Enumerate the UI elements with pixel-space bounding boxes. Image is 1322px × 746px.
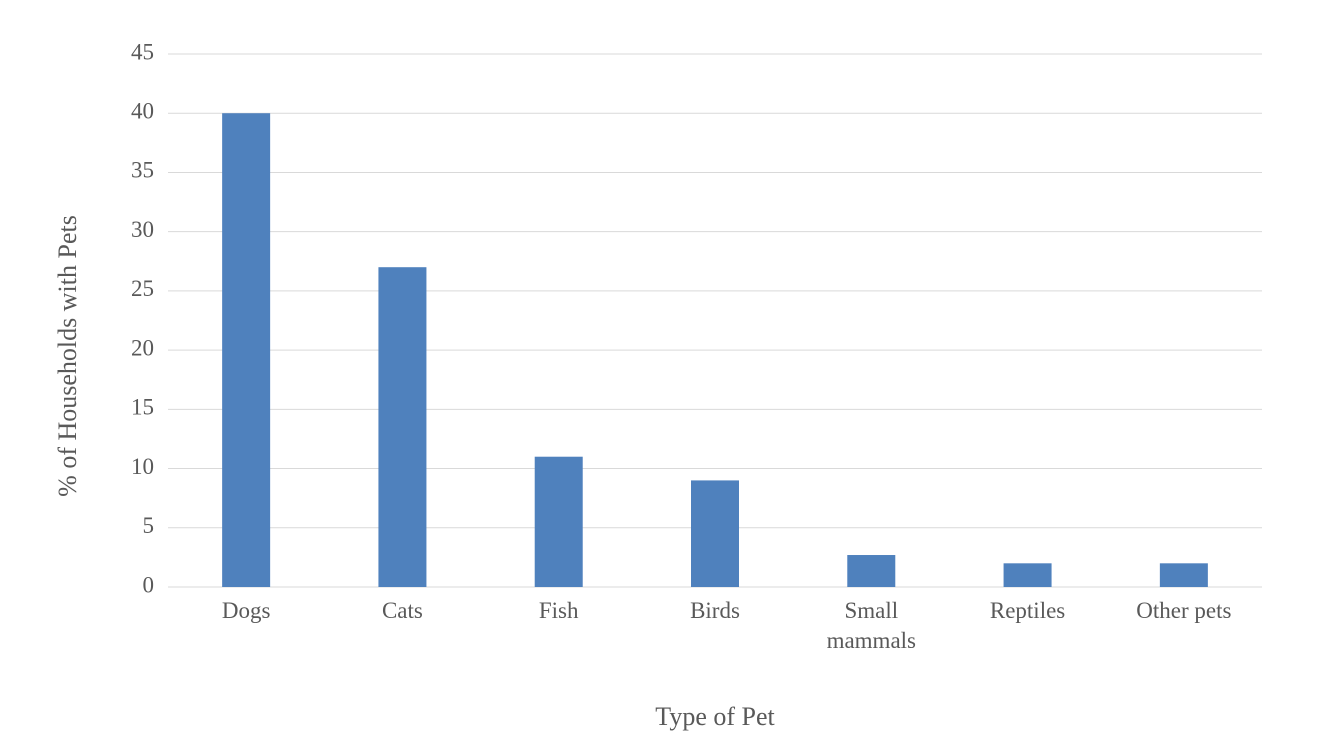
- x-tick-label: Birds: [690, 598, 740, 623]
- bar: [534, 456, 583, 587]
- y-tick-label: 45: [131, 39, 154, 64]
- y-tick-label: 10: [131, 454, 154, 479]
- y-tick-label: 15: [131, 395, 154, 420]
- y-tick-label: 30: [131, 217, 154, 242]
- bar: [847, 555, 896, 587]
- x-tick-label: Small mammals: [826, 598, 916, 653]
- bar: [691, 480, 739, 587]
- x-tick-label: Other pets: [1136, 598, 1232, 623]
- x-axis-label: Type of Pet: [655, 702, 775, 731]
- x-tick-label: Cats: [381, 598, 423, 623]
- y-tick-label: 40: [131, 99, 154, 124]
- bar: [1003, 563, 1052, 587]
- y-tick-label: 5: [143, 513, 155, 538]
- x-tick-label: Fish: [538, 598, 579, 623]
- x-tick-label: Dogs: [221, 598, 271, 623]
- y-tick-label: 25: [131, 276, 154, 301]
- bar: [378, 267, 427, 587]
- bar: [1159, 563, 1208, 587]
- bar: [222, 113, 271, 587]
- y-tick-label: 0: [143, 572, 155, 597]
- y-axis-label: % of Households with Pets: [53, 215, 82, 497]
- y-tick-label: 20: [131, 335, 154, 360]
- x-tick-label: Reptiles: [989, 598, 1066, 623]
- y-tick-label: 35: [131, 158, 154, 183]
